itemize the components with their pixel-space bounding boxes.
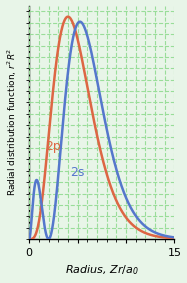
- X-axis label: Radius, $Zr/a_{\mathregular{0}}$: Radius, $Zr/a_{\mathregular{0}}$: [65, 264, 139, 277]
- Text: 2p: 2p: [45, 140, 60, 153]
- Y-axis label: Radial distribution function, $r^2R^2$: Radial distribution function, $r^2R^2$: [6, 48, 19, 196]
- Text: 2s: 2s: [70, 166, 84, 179]
